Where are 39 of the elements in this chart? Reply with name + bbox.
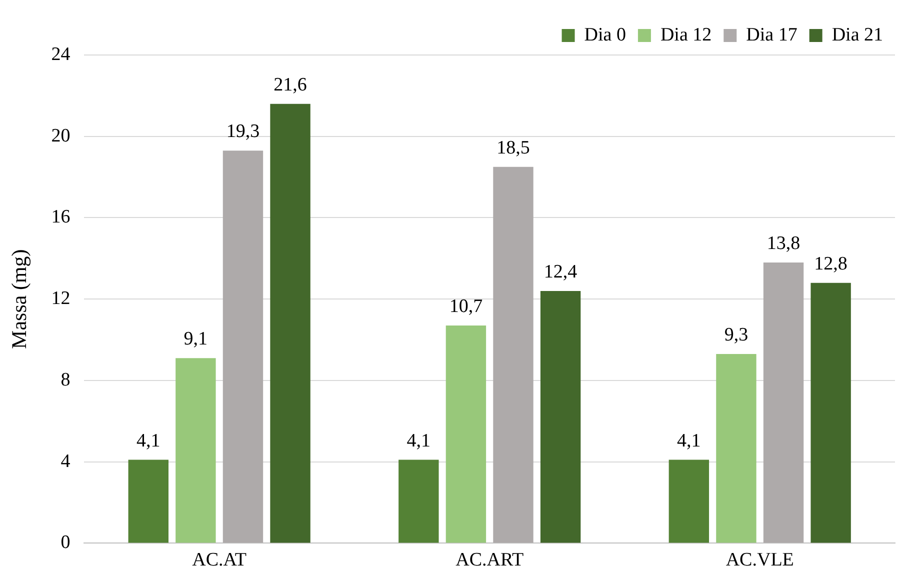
bar xyxy=(176,358,216,543)
data-label: 18,5 xyxy=(496,137,530,158)
bar xyxy=(540,290,581,543)
bar xyxy=(222,150,264,543)
bar xyxy=(493,166,534,543)
bar xyxy=(128,460,168,543)
legend-label: Dia 0 xyxy=(584,24,626,46)
x-tick-label: AC.VLE xyxy=(726,550,794,571)
legend-label: Dia 12 xyxy=(660,24,712,46)
bar xyxy=(668,460,710,543)
y-tick-label: 12 xyxy=(51,288,70,310)
y-tick-label: 24 xyxy=(51,44,71,65)
y-tick-label: 16 xyxy=(51,206,70,228)
data-label: 12,8 xyxy=(814,253,848,274)
x-tick-label: AC.ART xyxy=(456,550,524,571)
y-tick-label: 4 xyxy=(60,450,71,472)
data-label: 9,3 xyxy=(724,324,748,346)
x-tick-label: AC.AT xyxy=(192,550,247,571)
data-label: 4,1 xyxy=(136,430,160,452)
bar xyxy=(398,460,439,543)
y-tick-label: 20 xyxy=(51,125,70,146)
data-label: 4,1 xyxy=(406,430,431,452)
legend-label: Dia 21 xyxy=(832,24,884,46)
data-label: 19,3 xyxy=(226,121,260,142)
data-label: 13,8 xyxy=(766,232,800,254)
bar xyxy=(446,326,486,543)
y-tick-label: 8 xyxy=(60,369,70,390)
y-axis-title: Massa (mg) xyxy=(7,249,32,349)
data-label: 12,4 xyxy=(544,261,578,282)
y-tick-label: 0 xyxy=(60,532,70,554)
data-label: 9,1 xyxy=(184,328,208,350)
bar xyxy=(716,354,756,543)
data-label: 10,7 xyxy=(449,296,483,318)
bar xyxy=(810,282,851,543)
data-label: 4,1 xyxy=(677,430,701,452)
bar xyxy=(763,262,804,543)
bar xyxy=(270,104,310,543)
legend-label: Dia 17 xyxy=(746,24,798,46)
data-label: 21,6 xyxy=(274,74,307,96)
